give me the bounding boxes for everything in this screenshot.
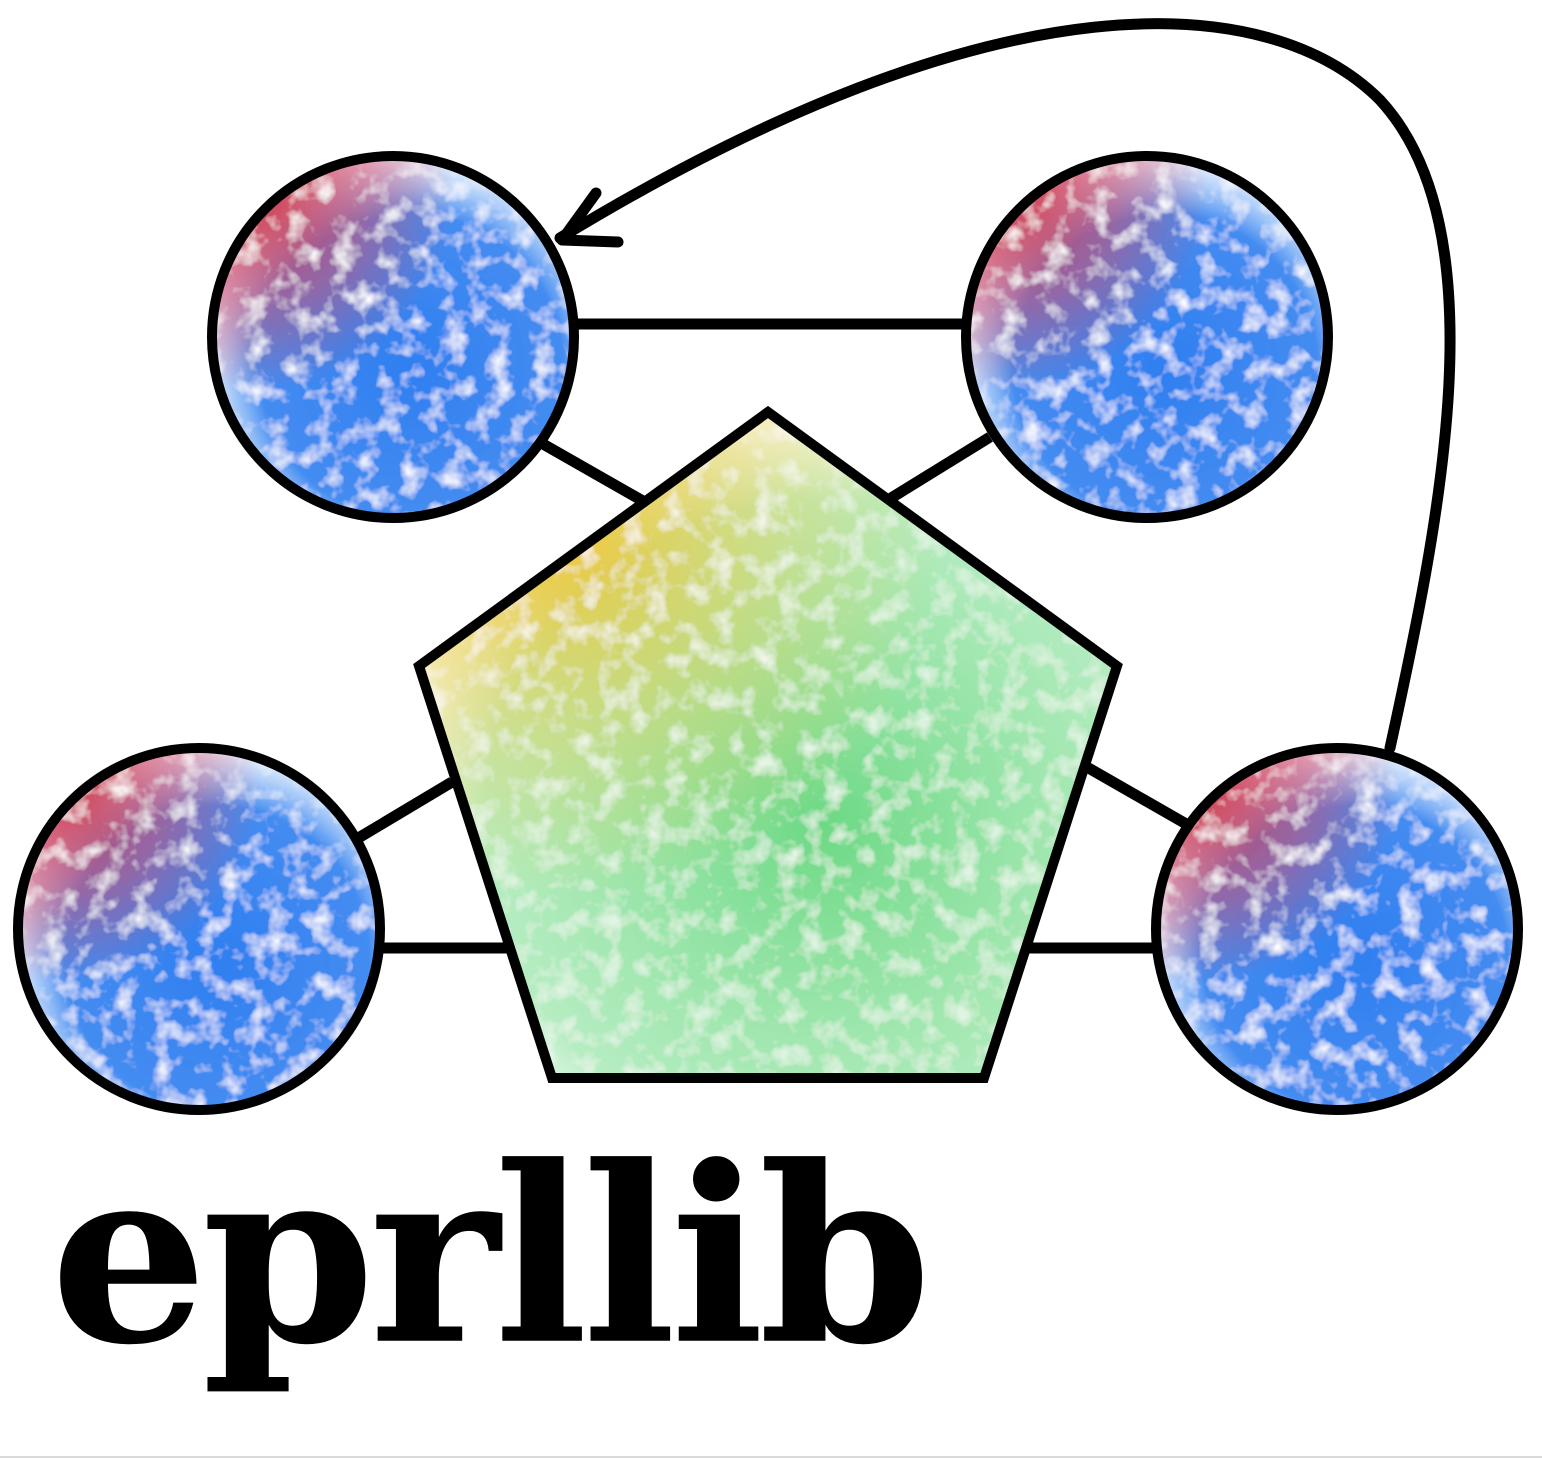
agent-node-top-left: [207, 151, 579, 523]
environment-pentagon: [413, 405, 1123, 1083]
feedback-arrow: [554, 18, 1456, 754]
agent-node-bottom-right: [1151, 743, 1523, 1115]
agent-node-bottom-left: [13, 743, 385, 1115]
connection-lines: [357, 318, 1191, 954]
bottom-divider: [0, 1456, 1542, 1458]
agent-node-top-right: [961, 151, 1333, 523]
edge-top-right-to-environment: [885, 432, 993, 505]
edge-bottom-left-upper-to-environment: [357, 777, 455, 842]
logo-wordmark: eprllib: [50, 1113, 932, 1399]
arrowhead-icon: [556, 187, 624, 248]
feedback-arrow-curve: [554, 18, 1456, 754]
edge-bottom-right-upper-to-environment: [1082, 761, 1191, 830]
edge-top-left-to-environment: [540, 439, 653, 510]
